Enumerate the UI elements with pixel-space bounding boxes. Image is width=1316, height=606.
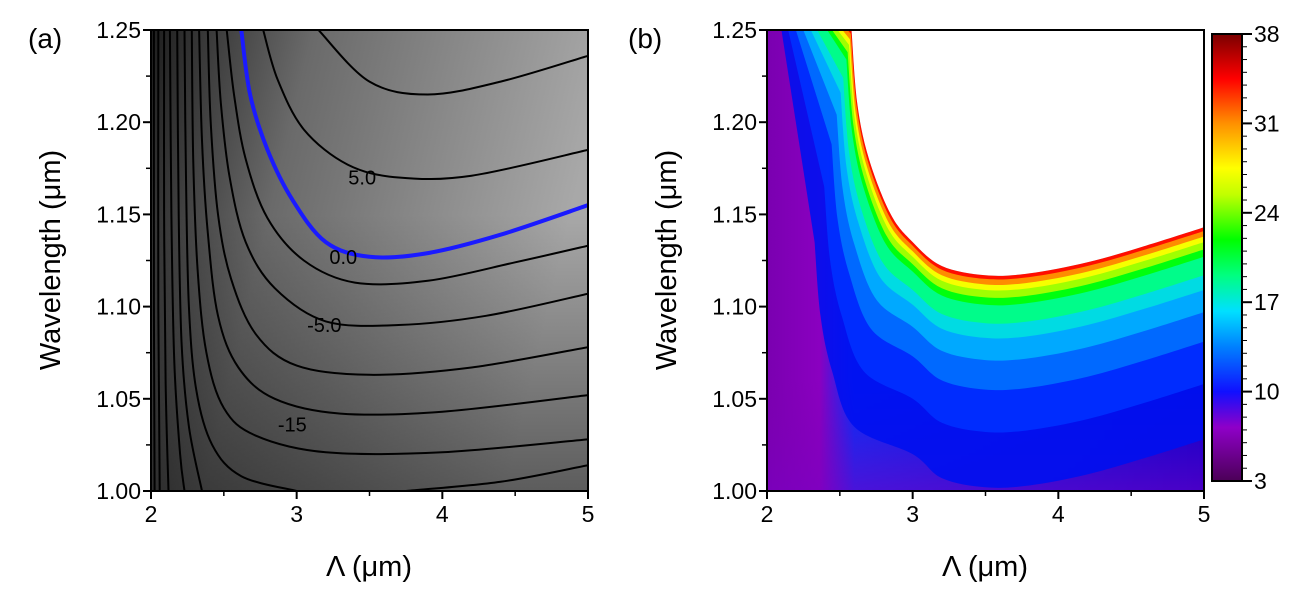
contour-line bbox=[176, 30, 203, 491]
panel-b-ytick-label: 1.00 bbox=[712, 478, 757, 504]
panel-b-ytick-label: 1.05 bbox=[712, 386, 757, 412]
colorbar-gradient bbox=[1211, 33, 1243, 482]
colorbar-tick-label: 17 bbox=[1254, 289, 1280, 315]
panel-a-xtick-label: 5 bbox=[582, 501, 595, 527]
contour-line bbox=[190, 30, 588, 456]
contour-line bbox=[215, 30, 588, 327]
panel-b-ytick-label: 1.25 bbox=[712, 17, 757, 43]
panel-a-ytick-label: 1.25 bbox=[96, 17, 141, 43]
panel-b-label: (b) bbox=[628, 23, 662, 54]
colorbar-tick-label: 24 bbox=[1254, 200, 1280, 226]
contour-line bbox=[225, 30, 588, 286]
panel-a-ytick-label: 1.00 bbox=[96, 478, 141, 504]
colorbar: 3 10 17 24 31 38 bbox=[1211, 21, 1280, 494]
panel-a-ytick-label: 1.05 bbox=[96, 386, 141, 412]
contour-label: -5.0 bbox=[307, 315, 341, 337]
panel-a-xlabel: Λ (μm) bbox=[326, 551, 412, 583]
contour-line bbox=[198, 30, 588, 416]
panel-b: (b) 2 3 4 51.001.051.101.151.201.25 Λ (μm) … bbox=[628, 17, 1280, 583]
panel-a-ytick-label: 1.10 bbox=[96, 294, 141, 320]
panel-b-ytick-label: 1.15 bbox=[712, 201, 757, 227]
panel-b-xlabel: Λ (μm) bbox=[942, 551, 1028, 583]
colorbar-tick-label: 38 bbox=[1254, 21, 1280, 47]
colorbar-tick-label: 31 bbox=[1254, 110, 1280, 136]
contour-line bbox=[152, 30, 156, 491]
panel-b-ylabel: Wavelength (μm) bbox=[651, 150, 683, 370]
panel-a-xtick-label: 3 bbox=[290, 501, 303, 527]
colorbar-tick-label: 3 bbox=[1254, 468, 1267, 494]
panel-a: (a) 5.0 0.0 -5.0 -15 2 3 4 5 1.00 1.05 1.10 1.15 1.… bbox=[28, 17, 594, 583]
contour-line bbox=[163, 30, 170, 491]
panel-a-ytick-label: 1.15 bbox=[96, 201, 141, 227]
panel-b-ytick-label: 1.10 bbox=[712, 294, 757, 320]
panel-b-xtick-label: 4 bbox=[1052, 501, 1065, 527]
contour-label: 5.0 bbox=[348, 168, 376, 190]
contour-line bbox=[262, 30, 588, 181]
panel-b-xtick-label: 5 bbox=[1198, 501, 1211, 527]
panel-a-xtick-label: 4 bbox=[436, 501, 449, 527]
contour-label: 0.0 bbox=[329, 247, 357, 269]
undefined-region bbox=[851, 30, 1204, 276]
panel-a-ytick-label: 1.20 bbox=[96, 109, 141, 135]
panel-a-ylabel: Wavelength (μm) bbox=[35, 150, 67, 370]
contour-line bbox=[206, 30, 588, 376]
panel-a-xtick-label: 2 bbox=[145, 501, 158, 527]
contour-line-highlight bbox=[239, 30, 588, 260]
contour-line bbox=[157, 30, 161, 491]
contour-label: -15 bbox=[278, 415, 307, 437]
contour-line bbox=[317, 30, 588, 96]
panel-b-ytick-label: 1.20 bbox=[712, 109, 757, 135]
contour-line bbox=[405, 464, 588, 491]
contour-line bbox=[183, 30, 297, 491]
contour-line bbox=[168, 30, 186, 491]
colorbar-tick-label: 10 bbox=[1254, 379, 1280, 405]
panel-a-label: (a) bbox=[28, 23, 62, 54]
panel-b-xtick-label: 3 bbox=[906, 501, 919, 527]
panel-b-xtick-label: 2 bbox=[761, 501, 774, 527]
